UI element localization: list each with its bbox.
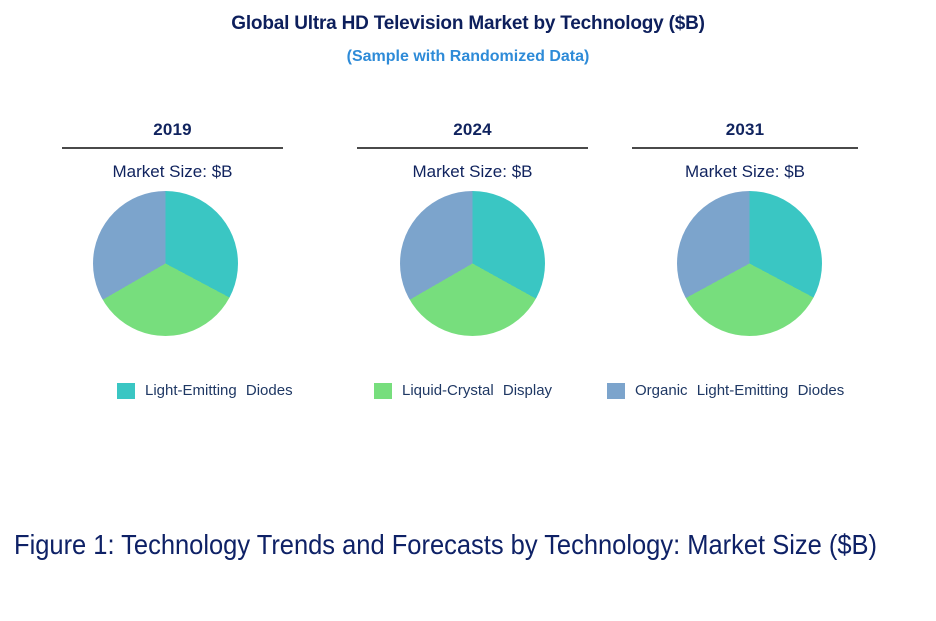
pie-column-2031: 2031 Market Size: $B — [632, 120, 858, 182]
pie-column-2024: 2024 Market Size: $B — [357, 120, 588, 182]
legend-label-led: Light-Emitting Diodes — [145, 382, 293, 399]
chart-subtitle: (Sample with Randomized Data) — [346, 48, 590, 65]
legend-label-lcd: Liquid-Crystal Display — [402, 382, 553, 399]
year-underline — [62, 147, 283, 149]
market-size-label: Market Size: $B — [412, 162, 533, 181]
year-underline — [632, 147, 858, 149]
year-underline — [357, 147, 588, 149]
market-size-label: Market Size: $B — [685, 162, 805, 181]
pie-column-2019: 2019 Market Size: $B — [62, 120, 283, 182]
year-label-2019: 2019 — [153, 120, 192, 139]
pie-chart-2019 — [93, 191, 238, 336]
market-size-label: Market Size: $B — [112, 162, 233, 181]
pie-chart-2024 — [400, 191, 545, 336]
legend-swatch-lcd — [374, 382, 392, 399]
legend-item-led: Light-Emitting Diodes — [117, 382, 293, 399]
legend-item-oled: Organic Light-Emitting Diodes — [607, 382, 844, 399]
year-label-2024: 2024 — [453, 120, 492, 139]
year-label-2031: 2031 — [725, 120, 765, 139]
legend-label-oled: Organic Light-Emitting Diodes — [635, 382, 845, 399]
legend-swatch-oled — [607, 382, 625, 399]
pie-chart-2031 — [677, 191, 822, 336]
chart-title: Global Ultra HD Television Market by Tec… — [231, 13, 705, 34]
legend-item-lcd: Liquid-Crystal Display — [374, 382, 552, 399]
figure-caption: Figure 1: Technology Trends and Forecast… — [14, 529, 877, 560]
legend-swatch-led — [117, 382, 135, 399]
